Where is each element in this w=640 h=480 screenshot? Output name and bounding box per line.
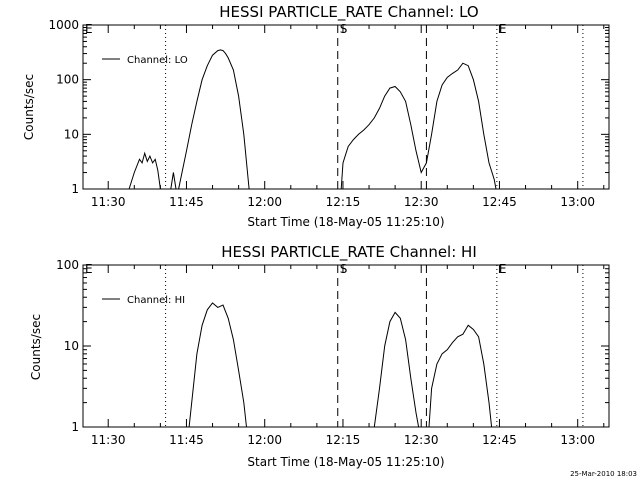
plot-frame [82, 24, 610, 190]
chart-title: HESSI PARTICLE_RATE Channel: LO [219, 3, 478, 22]
legend-label: Channel: LO [127, 55, 188, 66]
marker-label: E [499, 262, 507, 276]
y-tick-label: 100 [56, 73, 79, 87]
y-axis-label: Counts/sec [29, 314, 43, 380]
marker-label: E [85, 22, 93, 36]
x-tick-label: 11:45 [169, 195, 204, 209]
legend-label: Channel: HI [127, 295, 185, 306]
series-line-segment [340, 62, 497, 190]
x-tick-label: 12:15 [326, 195, 361, 209]
series-line-segment [188, 302, 247, 428]
marker-label: S [340, 22, 348, 36]
x-axis-label: Start Time (18-May-05 11:25:10) [247, 455, 444, 469]
marker-label: S [340, 262, 348, 276]
marker-label: E [85, 262, 93, 276]
y-tick-label: 1000 [48, 18, 79, 32]
y-tick-label: 1 [71, 182, 79, 196]
marker-label: E [499, 22, 507, 36]
hi-channel-panel: HESSI PARTICLE_RATE Channel: HI Start Ti… [29, 243, 610, 469]
x-tick-label: 12:00 [247, 433, 282, 447]
x-tick-label: 12:45 [482, 433, 517, 447]
series-line-segment [373, 311, 420, 428]
chart-title: HESSI PARTICLE_RATE Channel: HI [221, 243, 477, 262]
footer-timestamp: 25-Mar-2010 18:03 [570, 470, 637, 478]
y-tick-label: 100 [56, 258, 79, 272]
x-tick-label: 12:30 [404, 433, 439, 447]
series-line-segment [178, 49, 250, 190]
x-tick-label: 13:00 [560, 433, 595, 447]
y-tick-label: 1 [71, 420, 79, 434]
series-line-segment [428, 324, 493, 428]
y-axis-label: Counts/sec [22, 74, 36, 140]
x-tick-label: 12:00 [247, 195, 282, 209]
y-tick-label: 10 [64, 339, 79, 353]
series-line-segment [128, 151, 161, 190]
x-tick-label: 11:30 [91, 433, 126, 447]
lo-channel-panel: HESSI PARTICLE_RATE Channel: LO Start Ti… [22, 3, 610, 229]
x-tick-label: 12:45 [482, 195, 517, 209]
series-line-segment [170, 172, 177, 190]
x-tick-label: 12:15 [326, 433, 361, 447]
plot-frame [82, 264, 610, 428]
x-tick-label: 11:45 [169, 433, 204, 447]
y-tick-label: 10 [64, 127, 79, 141]
x-axis-label: Start Time (18-May-05 11:25:10) [247, 215, 444, 229]
x-tick-label: 12:30 [404, 195, 439, 209]
x-tick-label: 11:30 [91, 195, 126, 209]
x-tick-label: 13:00 [560, 195, 595, 209]
